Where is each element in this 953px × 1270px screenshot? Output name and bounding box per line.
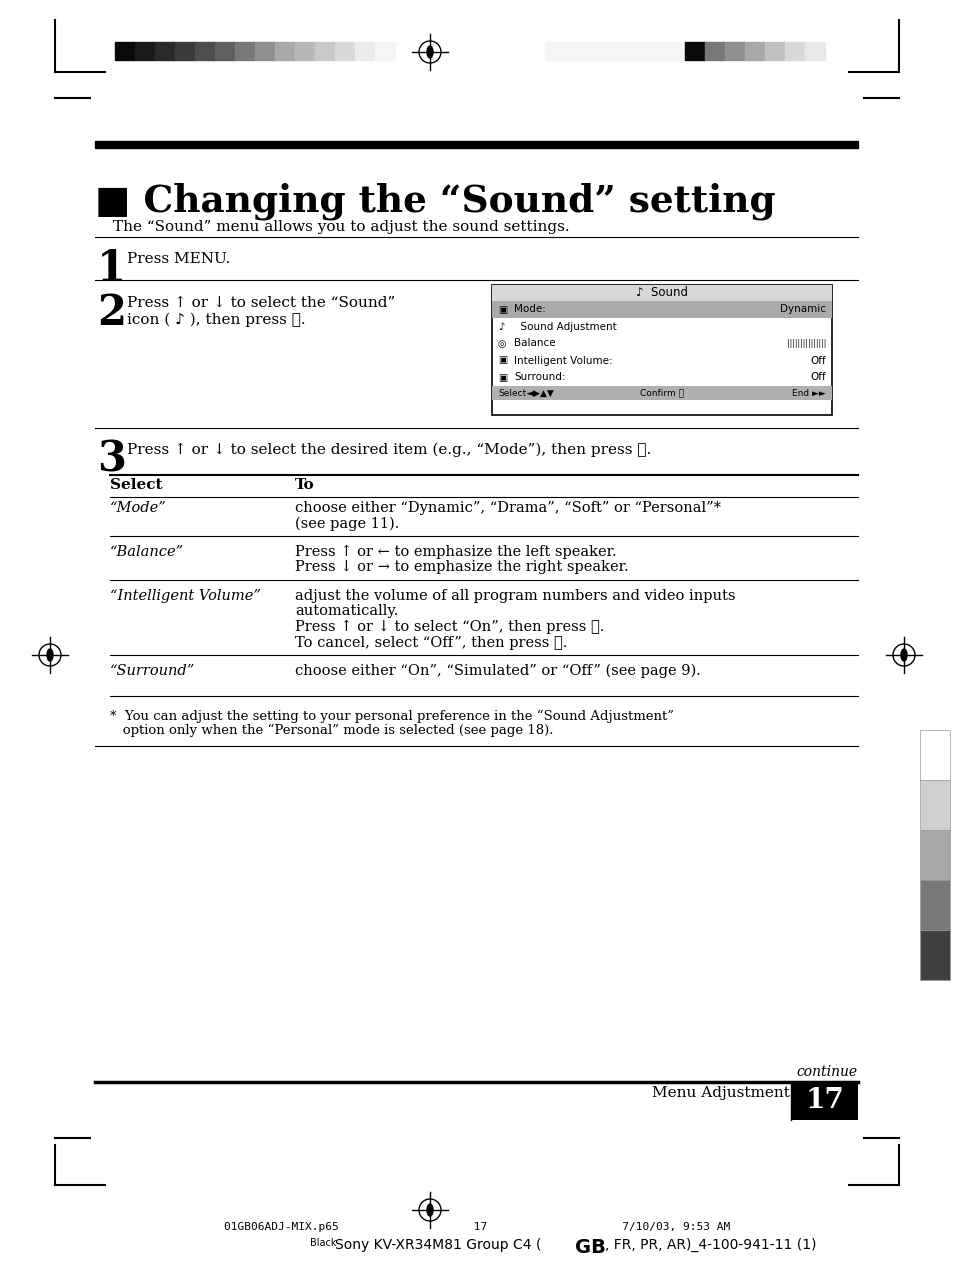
Text: choose either “On”, “Simulated” or “Off” (see page 9).: choose either “On”, “Simulated” or “Off”…: [294, 664, 700, 678]
Bar: [194, 42, 214, 60]
Bar: [154, 42, 174, 60]
Bar: [375, 42, 395, 60]
Ellipse shape: [427, 46, 433, 58]
Bar: [604, 42, 624, 60]
Ellipse shape: [427, 1204, 433, 1215]
Bar: [564, 42, 584, 60]
Bar: [684, 42, 704, 60]
Bar: [294, 42, 314, 60]
Bar: [274, 42, 294, 60]
Text: 2: 2: [97, 292, 126, 334]
Bar: [492, 284, 831, 301]
Text: Mode:: Mode:: [514, 305, 545, 315]
Text: automatically.: automatically.: [294, 605, 397, 618]
Text: ▣: ▣: [497, 356, 507, 366]
Text: To cancel, select “Off”, then press ＋.: To cancel, select “Off”, then press ＋.: [294, 635, 567, 649]
Text: To: To: [294, 478, 314, 491]
Bar: [234, 42, 254, 60]
Text: ♪: ♪: [497, 321, 504, 331]
Text: Off: Off: [809, 356, 825, 366]
Bar: [544, 42, 564, 60]
Bar: [664, 42, 684, 60]
Bar: [214, 42, 234, 60]
Text: adjust the volume of all program numbers and video inputs: adjust the volume of all program numbers…: [294, 589, 735, 603]
Bar: [804, 42, 824, 60]
Bar: [314, 42, 335, 60]
Bar: [492, 284, 831, 415]
Text: End ►►: End ►►: [791, 389, 825, 398]
Bar: [919, 780, 949, 831]
Text: Press ↑ or ↓ to select the desired item (e.g., “Mode”), then press ＋.: Press ↑ or ↓ to select the desired item …: [127, 443, 651, 457]
Text: Surround:: Surround:: [514, 372, 565, 382]
Bar: [492, 301, 831, 318]
Text: Menu Adjustment: Menu Adjustment: [652, 1086, 789, 1100]
Bar: [135, 42, 154, 60]
Text: “Surround”: “Surround”: [110, 664, 195, 678]
Text: choose either “Dynamic”, “Drama”, “Soft” or “Personal”*: choose either “Dynamic”, “Drama”, “Soft”…: [294, 500, 720, 516]
Text: ■ Changing the “Sound” setting: ■ Changing the “Sound” setting: [95, 182, 775, 220]
Bar: [624, 42, 644, 60]
Text: Press ↓ or → to emphasize the right speaker.: Press ↓ or → to emphasize the right spea…: [294, 560, 628, 574]
Bar: [254, 42, 274, 60]
Text: Select: Select: [110, 478, 162, 491]
Bar: [919, 730, 949, 780]
Bar: [791, 1082, 857, 1120]
Text: |||||||||||||||: |||||||||||||||: [786, 339, 825, 348]
Bar: [784, 42, 804, 60]
Bar: [919, 880, 949, 930]
Text: ◎: ◎: [497, 339, 506, 348]
Bar: [355, 42, 375, 60]
Text: 3: 3: [97, 439, 126, 481]
Text: Press ↑ or ↓ to select “On”, then press ＋.: Press ↑ or ↓ to select “On”, then press …: [294, 620, 604, 634]
Text: ▣: ▣: [497, 372, 507, 382]
Bar: [584, 42, 604, 60]
Ellipse shape: [47, 649, 53, 660]
Text: Dynamic: Dynamic: [780, 305, 825, 315]
Bar: [644, 42, 664, 60]
Text: Select◄▶▲▼: Select◄▶▲▼: [497, 389, 553, 398]
Text: 1: 1: [97, 248, 126, 290]
Text: icon ( ♪ ), then press ＋.: icon ( ♪ ), then press ＋.: [127, 312, 305, 328]
Bar: [95, 141, 857, 149]
Text: *  You can adjust the setting to your personal preference in the “Sound Adjustme: * You can adjust the setting to your per…: [110, 710, 673, 723]
Text: Confirm ＋: Confirm ＋: [639, 389, 683, 398]
Text: Black: Black: [310, 1238, 336, 1248]
Text: “Balance”: “Balance”: [110, 545, 184, 559]
Text: “Mode”: “Mode”: [110, 500, 167, 516]
Text: 17: 17: [804, 1087, 843, 1115]
Text: Off: Off: [809, 372, 825, 382]
Text: Press ↑ or ← to emphasize the left speaker.: Press ↑ or ← to emphasize the left speak…: [294, 545, 616, 559]
Text: ♪  Sound: ♪ Sound: [636, 287, 687, 300]
Bar: [919, 930, 949, 980]
Text: The “Sound” menu allows you to adjust the sound settings.: The “Sound” menu allows you to adjust th…: [112, 220, 569, 234]
Bar: [174, 42, 194, 60]
Text: 01GB06ADJ-MIX.p65                    17                    7/10/03, 9:53 AM: 01GB06ADJ-MIX.p65 17 7/10/03, 9:53 AM: [224, 1222, 729, 1232]
Bar: [492, 386, 831, 400]
Bar: [724, 42, 744, 60]
Bar: [744, 42, 764, 60]
Bar: [335, 42, 355, 60]
Bar: [115, 42, 135, 60]
Text: Sony KV-XR34M81 Group C4 (: Sony KV-XR34M81 Group C4 (: [335, 1238, 540, 1252]
Text: Sound Adjustment: Sound Adjustment: [514, 321, 616, 331]
Ellipse shape: [900, 649, 906, 660]
Text: Press MENU.: Press MENU.: [127, 251, 230, 265]
Text: “Intelligent Volume”: “Intelligent Volume”: [110, 589, 260, 603]
Bar: [919, 831, 949, 880]
Text: (see page 11).: (see page 11).: [294, 517, 399, 531]
Text: ▣: ▣: [497, 305, 507, 315]
Bar: [764, 42, 784, 60]
Text: , FR, PR, AR)_4-100-941-11 (1): , FR, PR, AR)_4-100-941-11 (1): [604, 1238, 816, 1252]
Text: continue: continue: [796, 1066, 857, 1080]
Text: Press ↑ or ↓ to select the “Sound”: Press ↑ or ↓ to select the “Sound”: [127, 296, 395, 310]
Text: Intelligent Volume:: Intelligent Volume:: [514, 356, 612, 366]
Bar: [704, 42, 724, 60]
Text: GB: GB: [575, 1238, 605, 1257]
Text: option only when the “Personal” mode is selected (see page 18).: option only when the “Personal” mode is …: [110, 724, 553, 737]
Text: Balance: Balance: [514, 339, 555, 348]
